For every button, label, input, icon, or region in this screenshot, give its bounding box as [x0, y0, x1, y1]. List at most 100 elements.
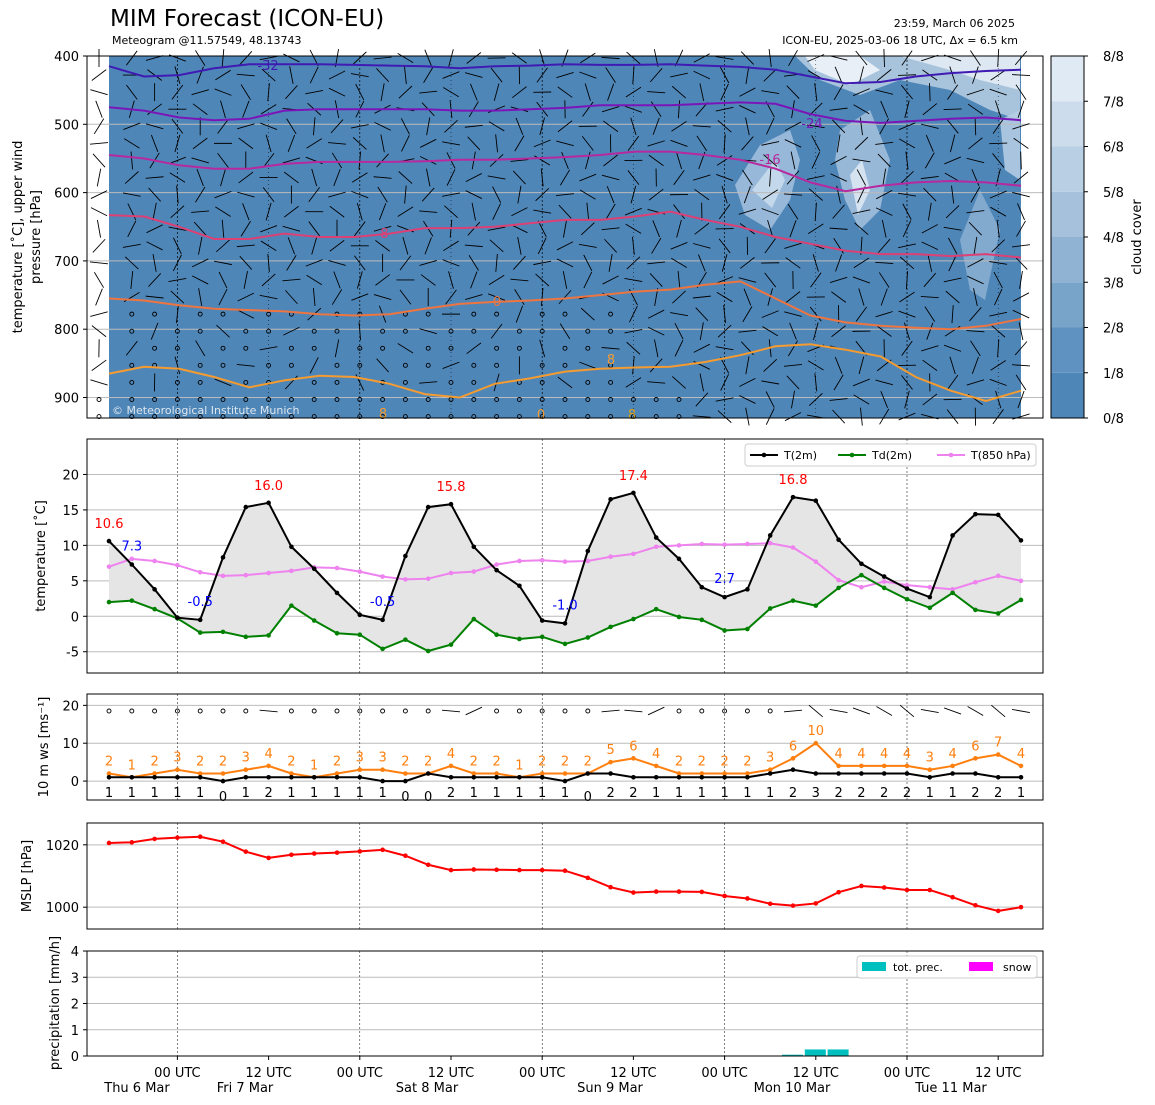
- y-tick-label: 600: [54, 187, 79, 202]
- wind-barb: [191, 89, 209, 96]
- wind-barb: [495, 134, 498, 153]
- wind-barb: [831, 325, 846, 338]
- wind-barb: [632, 236, 635, 255]
- data-point: [745, 896, 750, 901]
- data-point: [676, 889, 682, 894]
- wind-barb: [259, 55, 278, 61]
- calm-marker: [243, 397, 249, 402]
- wind-barb: [91, 325, 107, 338]
- wind-barb: [375, 240, 391, 252]
- calm-marker: [448, 345, 454, 351]
- wind-barb: [832, 204, 845, 219]
- wind-barb: [898, 138, 916, 149]
- data-label: 2: [561, 755, 569, 770]
- data-label: 1: [173, 786, 181, 801]
- data-point: [152, 606, 157, 612]
- wind-barb: [331, 152, 343, 169]
- calm-marker: [197, 328, 203, 334]
- data-point: [403, 853, 408, 859]
- data-point: [517, 558, 522, 564]
- wind-barb: [696, 135, 708, 152]
- wind-barb: [647, 309, 665, 319]
- wind-barb: [470, 83, 478, 101]
- calm-marker: [380, 708, 386, 714]
- data-point: [494, 632, 499, 638]
- calm-marker: [471, 311, 477, 317]
- wind-barb: [286, 255, 297, 271]
- wind-barb: [834, 356, 843, 374]
- data-point: [859, 572, 864, 578]
- data-point: [790, 903, 796, 908]
- data-label: -1.0: [552, 598, 577, 613]
- data-label: 6: [971, 739, 979, 754]
- data-label: 4: [447, 747, 455, 762]
- wind-barb: [745, 356, 750, 375]
- calm-marker: [516, 397, 522, 402]
- wind-barb: [583, 254, 593, 272]
- data-point: [425, 576, 431, 581]
- calm-marker: [653, 397, 659, 402]
- wind-barb: [465, 173, 483, 183]
- wind-barb: [358, 151, 362, 170]
- wind-barb: [603, 120, 619, 132]
- wind-barb: [880, 100, 889, 118]
- calm-marker: [243, 328, 249, 334]
- calm-marker: [129, 362, 135, 368]
- data-label: 2: [219, 755, 227, 770]
- wind-barb: [834, 66, 843, 84]
- data-point: [904, 586, 910, 591]
- data-label: 1: [310, 786, 318, 801]
- wind-barb: [973, 288, 978, 306]
- wind-barb: [580, 52, 596, 64]
- wind-barb: [221, 48, 225, 68]
- wind-barb: [373, 225, 392, 232]
- data-label: 5: [606, 743, 614, 758]
- data-label: 3: [242, 751, 250, 766]
- wind-barb: [168, 277, 187, 282]
- legend-marker: [948, 452, 954, 458]
- wind-barb: [605, 203, 616, 220]
- data-point: [631, 490, 636, 496]
- wind-barb: [150, 134, 159, 152]
- colorbar-tick-label: 4/8: [1103, 231, 1124, 246]
- y-tick-label: 0: [71, 610, 79, 625]
- wind-barb: [762, 189, 778, 200]
- wind-barb: [465, 706, 483, 716]
- wind-barb: [421, 187, 435, 202]
- legend-marker: [849, 452, 855, 458]
- data-point: [129, 556, 135, 562]
- data-label: 2: [424, 755, 432, 770]
- data-point: [448, 501, 454, 507]
- wind-barb: [832, 119, 846, 134]
- wind-barb: [877, 153, 891, 168]
- colorbar-segment: [1051, 191, 1084, 237]
- wind-barb: [831, 291, 847, 303]
- data-point: [152, 771, 157, 776]
- wind-barb: [1018, 322, 1024, 341]
- data-point: [813, 740, 819, 746]
- data-point: [631, 616, 636, 622]
- wind-barb: [95, 100, 103, 118]
- data-point: [425, 771, 431, 776]
- wind-barb: [647, 261, 666, 265]
- wind-barb: [556, 258, 574, 268]
- wind-barb: [1011, 74, 1031, 76]
- wind-barb: [537, 220, 547, 237]
- wind-barb: [787, 340, 799, 357]
- wind-barb: [604, 238, 618, 253]
- data-point: [904, 763, 910, 769]
- wind-barb: [929, 83, 931, 102]
- calm-marker: [357, 708, 363, 714]
- wind-barb: [93, 272, 105, 288]
- wind-barb: [423, 67, 434, 84]
- data-label: 2: [994, 786, 1002, 801]
- wind-barb: [943, 226, 962, 231]
- data-point: [106, 564, 112, 569]
- calm-marker: [585, 345, 591, 351]
- data-point: [973, 771, 978, 776]
- data-point: [904, 771, 910, 776]
- calm-marker: [471, 414, 477, 420]
- data-point: [197, 774, 203, 780]
- wind-barb: [557, 376, 573, 389]
- wind-barb: [852, 276, 871, 284]
